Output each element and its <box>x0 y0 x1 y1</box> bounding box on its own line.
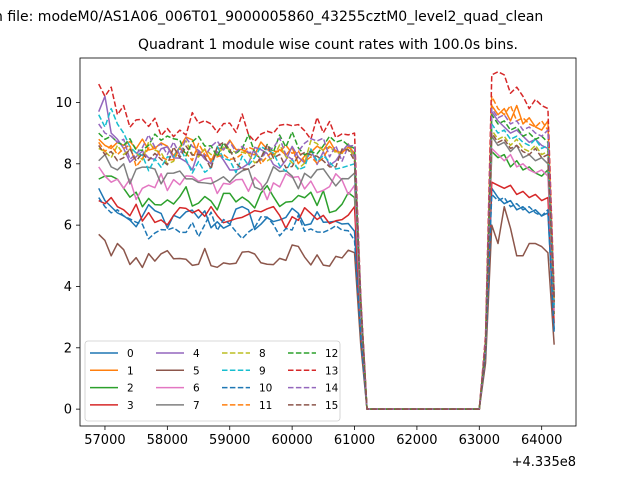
legend-label-3: 3 <box>127 400 134 412</box>
figure-suptitle: n file: modeM0/AS1A06_006T01_9000005860_… <box>0 9 543 25</box>
legend-label-13: 13 <box>325 365 338 377</box>
legend-label-15: 15 <box>325 400 338 412</box>
series-line-15 <box>98 132 555 410</box>
series-lines <box>98 71 555 410</box>
legend-label-8: 8 <box>259 348 266 360</box>
legend-label-14: 14 <box>325 383 339 395</box>
series-line-9 <box>98 107 555 410</box>
legend-label-5: 5 <box>193 365 200 377</box>
x-tick-label-57000: 57000 <box>84 433 125 448</box>
legend-label-7: 7 <box>193 400 200 412</box>
legend-label-6: 6 <box>193 383 200 395</box>
x-tick-label-60000: 60000 <box>271 433 312 448</box>
legend-label-9: 9 <box>259 365 266 377</box>
legend-label-12: 12 <box>325 348 338 360</box>
legend-box <box>84 340 341 422</box>
x-tick-label-61000: 61000 <box>334 433 375 448</box>
legend-label-1: 1 <box>127 365 134 377</box>
chart-title: Quadrant 1 module wise count rates with … <box>138 37 518 53</box>
series-line-11 <box>98 95 555 410</box>
axes-frame <box>79 57 577 427</box>
x-tick-label-59000: 59000 <box>209 433 250 448</box>
x-tick-label-64000: 64000 <box>521 433 562 448</box>
y-tick-label-8: 8 <box>64 157 72 172</box>
legend-label-10: 10 <box>259 383 272 395</box>
legend-label-4: 4 <box>193 348 200 360</box>
x-offset-label: +4.335e8 <box>512 455 576 470</box>
x-tick-label-63000: 63000 <box>459 433 500 448</box>
x-tick-label-58000: 58000 <box>147 433 188 448</box>
y-tick-label-10: 10 <box>55 96 72 111</box>
y-tick-label-0: 0 <box>64 403 72 418</box>
plot-area: 57000 58000 59000 60000 61000 62000 63000 64000… <box>55 57 577 448</box>
y-tick-label-2: 2 <box>64 341 72 356</box>
legend-label-0: 0 <box>127 348 134 360</box>
y-tick-label-4: 4 <box>64 280 72 295</box>
series-line-12 <box>98 113 555 410</box>
legend-label-11: 11 <box>259 400 272 412</box>
y-tick-label-6: 6 <box>64 219 72 234</box>
legend-label-2: 2 <box>127 383 134 395</box>
x-tick-label-62000: 62000 <box>396 433 437 448</box>
